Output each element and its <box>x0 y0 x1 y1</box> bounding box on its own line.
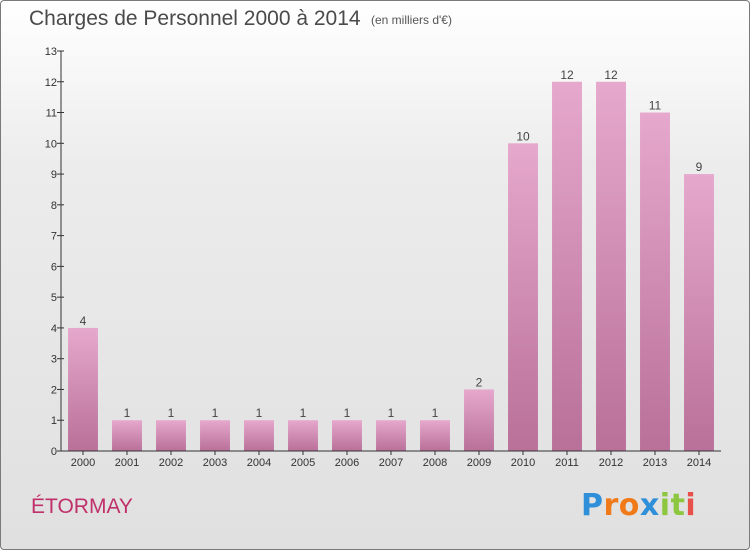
x-tick-label-2004: 2004 <box>247 457 271 469</box>
logo-letter: r <box>603 488 619 523</box>
axes-layer: 2000 2001 2002 2003 2004 2005 2006 2007 2008 2009… <box>45 46 721 469</box>
y-tick-label-10: 10 <box>45 138 57 150</box>
y-tick-label-3: 3 <box>51 354 57 366</box>
data-label-2003: 1 <box>212 406 219 420</box>
y-tick-label-4: 4 <box>51 323 57 335</box>
x-tick-label-2013: 2013 <box>643 457 667 469</box>
bar-2011 <box>552 81 582 452</box>
data-label-2008: 1 <box>432 406 439 420</box>
y-tick-label-8: 8 <box>51 200 57 212</box>
y-tick-label-5: 5 <box>51 292 57 304</box>
y-tick-label-6: 6 <box>51 261 57 273</box>
data-label-2002: 1 <box>168 406 175 420</box>
y-tick-label-11: 11 <box>46 108 57 120</box>
data-label-2010: 10 <box>516 129 530 143</box>
x-tick-label-2001: 2001 <box>115 457 139 469</box>
bar-2005 <box>288 420 318 451</box>
x-tick-label-2009: 2009 <box>467 457 491 469</box>
logo-letter: P <box>581 488 604 523</box>
y-tick-label-9: 9 <box>51 169 57 181</box>
chart-subtitle: (en milliers d'€) <box>371 13 452 27</box>
y-tick-label-1: 1 <box>51 415 57 427</box>
data-label-2012: 12 <box>604 68 618 82</box>
y-tick-label-12: 12 <box>45 77 57 89</box>
bar-2014 <box>684 174 714 452</box>
logo-letter: t <box>670 488 686 523</box>
bar-2006 <box>332 420 362 451</box>
data-label-2001: 1 <box>124 406 131 420</box>
y-tick-label-0: 0 <box>51 446 57 458</box>
chart-title: Charges de Personnel 2000 à 2014 <box>29 7 361 30</box>
data-label-2007: 1 <box>388 406 395 420</box>
y-tick-label-2: 2 <box>51 384 57 396</box>
x-tick-label-2006: 2006 <box>335 457 359 469</box>
bar-2010 <box>508 143 538 452</box>
data-label-2009: 2 <box>476 375 483 389</box>
x-tick-label-2007: 2007 <box>379 457 403 469</box>
data-label-2006: 1 <box>344 406 351 420</box>
data-label-2014: 9 <box>696 160 703 174</box>
logo-letter: x <box>639 488 660 523</box>
x-tick-label-2002: 2002 <box>159 457 183 469</box>
data-label-2005: 1 <box>300 406 307 420</box>
bar-2004 <box>244 420 274 451</box>
data-label-2004: 1 <box>256 406 263 420</box>
logo-letter: o <box>618 488 640 523</box>
x-tick-label-2011: 2011 <box>555 457 579 469</box>
x-tick-label-2012: 2012 <box>599 457 623 469</box>
x-tick-label-2003: 2003 <box>203 457 227 469</box>
x-tick-label-2005: 2005 <box>291 457 315 469</box>
bar-2009 <box>464 389 494 451</box>
data-label-2000: 4 <box>80 314 87 328</box>
bar-2013 <box>640 112 670 452</box>
bar-2002 <box>156 420 186 451</box>
logo-letter: i <box>685 488 697 523</box>
y-tick-label-13: 13 <box>45 46 57 58</box>
proxiti-logo[interactable]: Proxiti <box>581 488 696 523</box>
x-tick-label-2014: 2014 <box>687 457 711 469</box>
x-tick-label-2000: 2000 <box>71 457 95 469</box>
bar-2003 <box>200 420 230 451</box>
bar-2008 <box>420 420 450 451</box>
data-label-2013: 11 <box>649 99 662 113</box>
x-tick-label-2010: 2010 <box>511 457 535 469</box>
bar-2007 <box>376 420 406 451</box>
bar-2001 <box>112 420 142 451</box>
data-label-2011: 12 <box>560 68 574 82</box>
bar-2000 <box>68 327 98 451</box>
bar-2012 <box>596 81 626 452</box>
x-tick-label-2008: 2008 <box>423 457 447 469</box>
location-name: ÉTORMAY <box>31 495 133 518</box>
logo-letter: i <box>659 488 671 523</box>
y-tick-label-7: 7 <box>51 231 57 243</box>
